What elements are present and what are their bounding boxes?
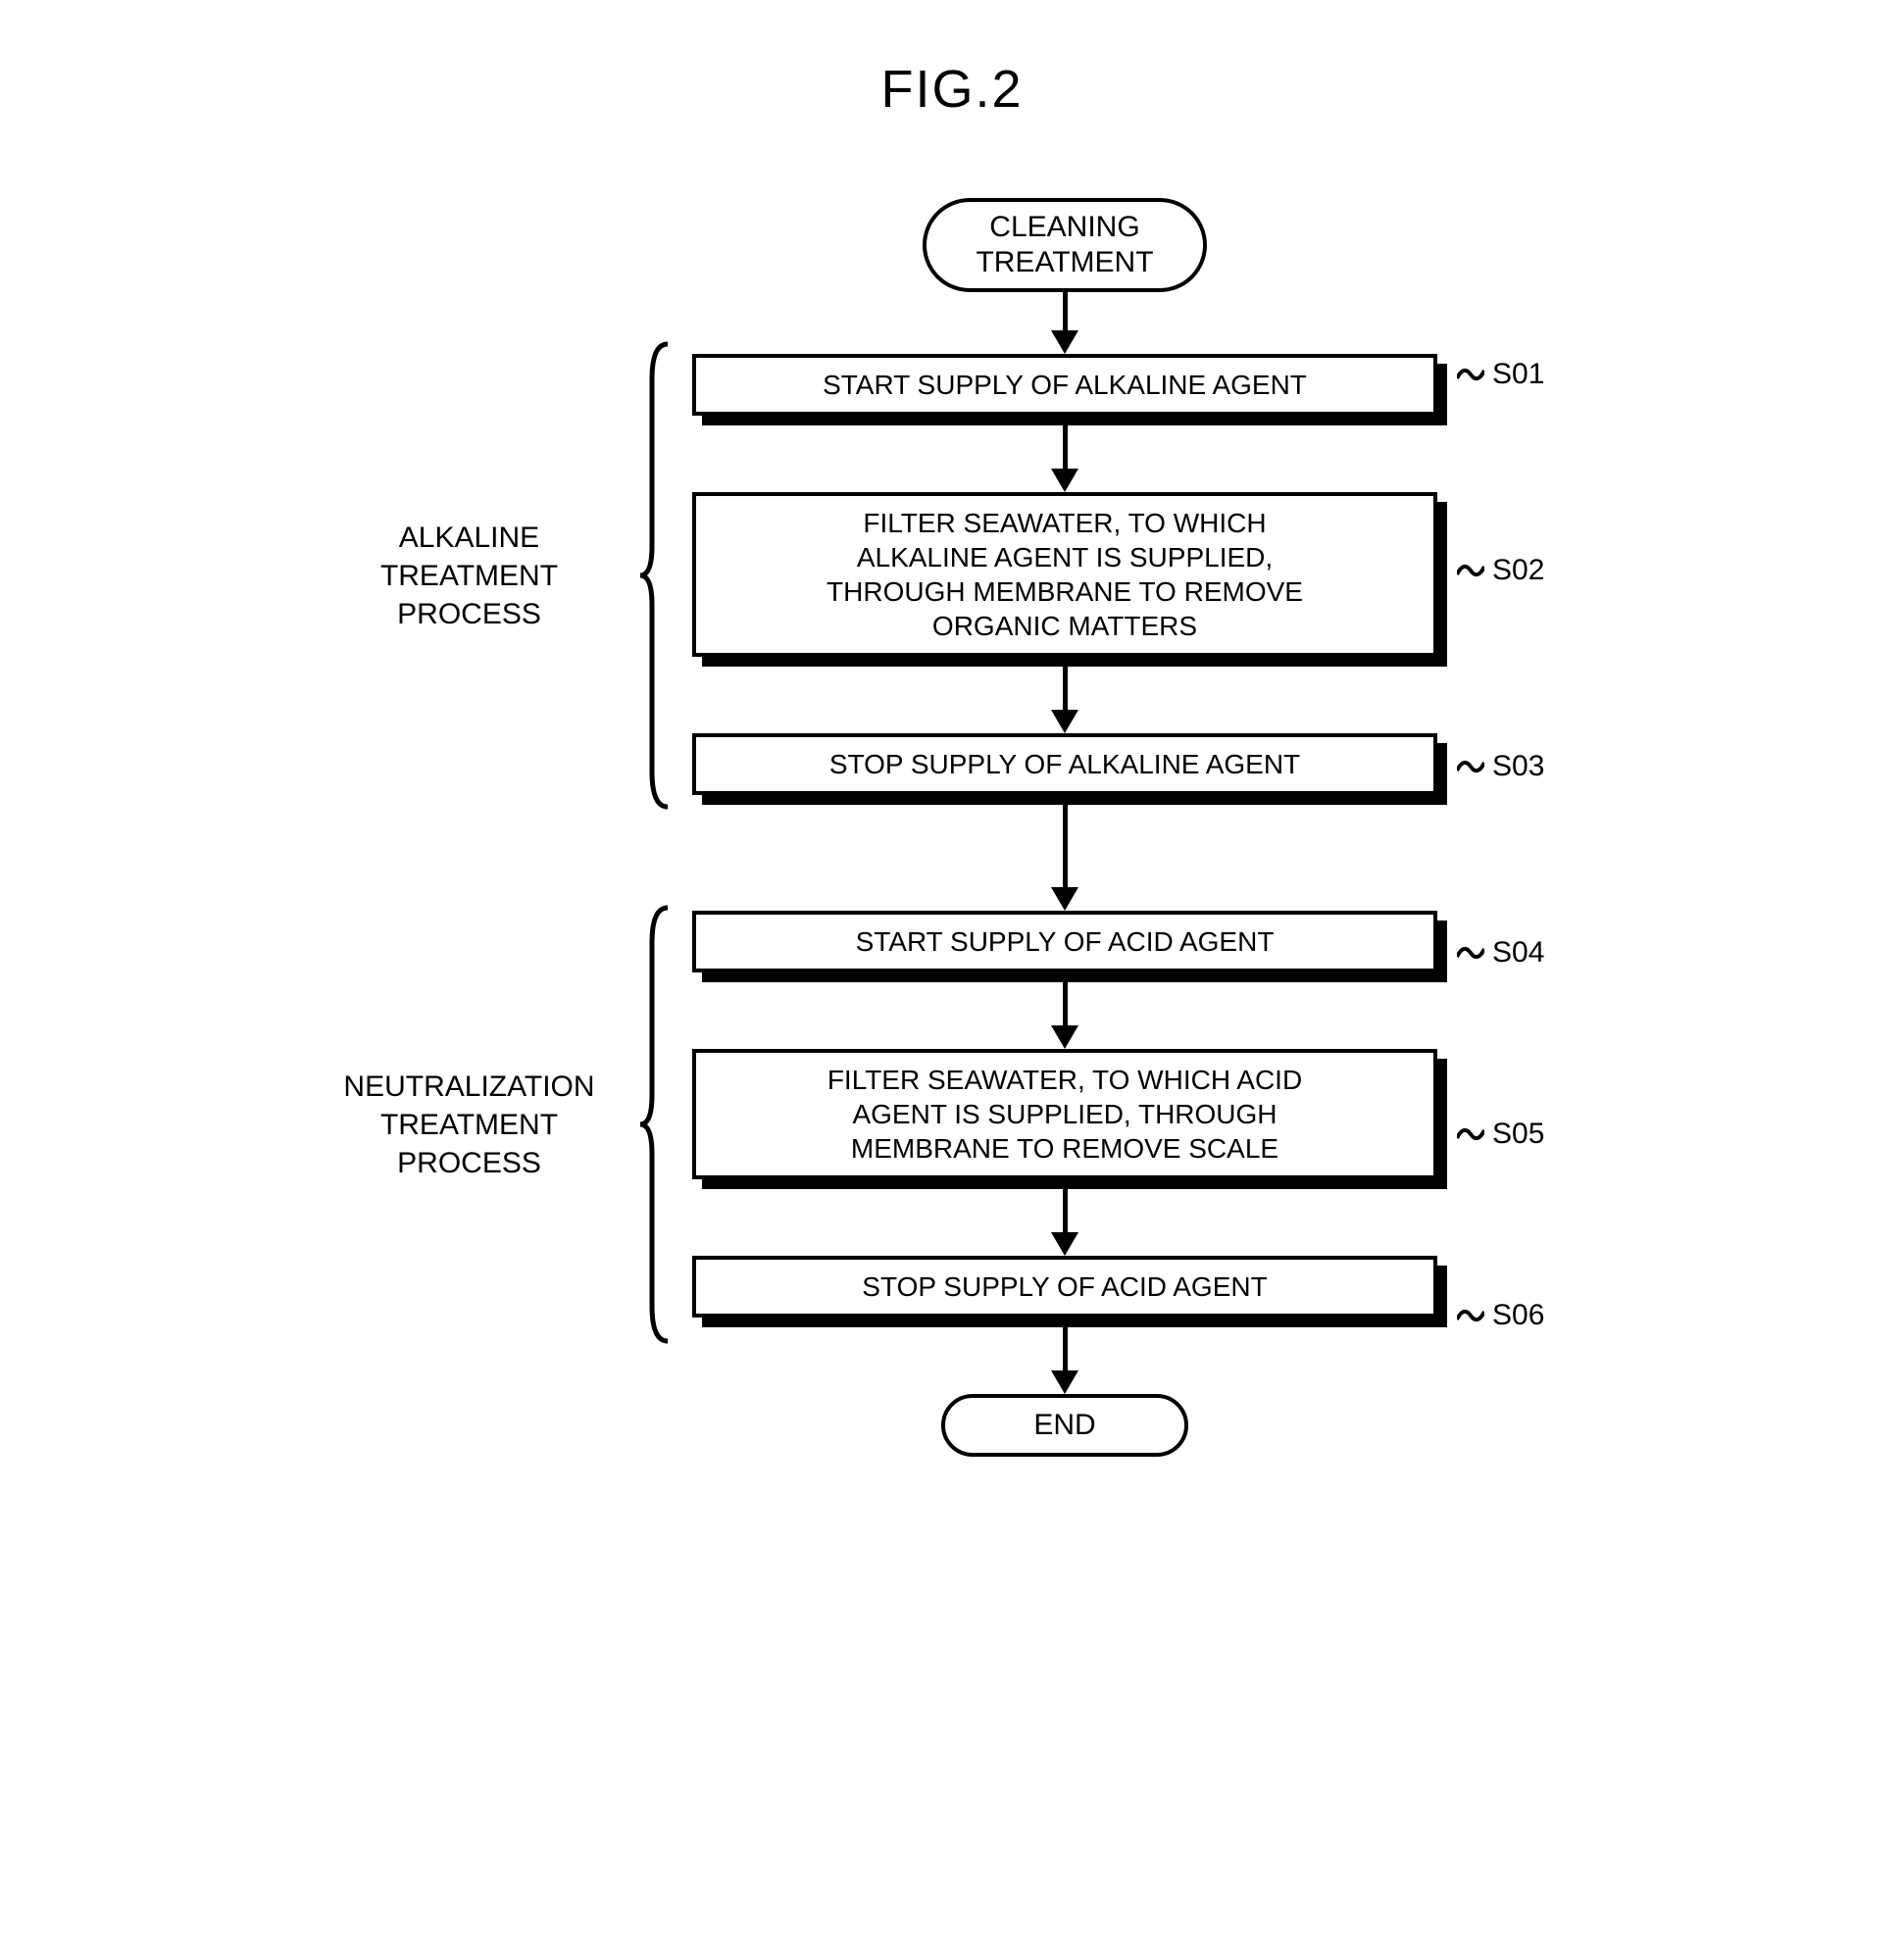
brace-icon bbox=[638, 340, 673, 811]
arrow-icon bbox=[1051, 972, 1078, 1049]
process-box: STOP SUPPLY OF ACID AGENT bbox=[692, 1256, 1437, 1318]
step-id-text: S03 bbox=[1492, 750, 1544, 783]
process-box: FILTER SEAWATER, TO WHICH ALKALINE AGENT… bbox=[692, 492, 1437, 657]
terminator-start: CLEANING TREATMENT bbox=[923, 198, 1206, 292]
step-id-text: S05 bbox=[1492, 1118, 1544, 1151]
arrow-icon bbox=[1051, 795, 1078, 911]
step-id-s05: S05 bbox=[1457, 1066, 1594, 1203]
process-step-s01: START SUPPLY OF ALKALINE AGENT bbox=[692, 354, 1437, 416]
process-step-s03: STOP SUPPLY OF ALKALINE AGENT bbox=[692, 733, 1437, 795]
arrow-icon bbox=[1051, 292, 1078, 354]
process-step-s04: START SUPPLY OF ACID AGENT bbox=[692, 911, 1437, 972]
process-box: FILTER SEAWATER, TO WHICH ACID AGENT IS … bbox=[692, 1049, 1437, 1179]
arrow-icon bbox=[1051, 1318, 1078, 1394]
process-box: STOP SUPPLY OF ALKALINE AGENT bbox=[692, 733, 1437, 795]
arrow-icon bbox=[1051, 416, 1078, 492]
connector-icon bbox=[1457, 1306, 1484, 1325]
step-id-text: S06 bbox=[1492, 1299, 1544, 1332]
connector-icon bbox=[1457, 561, 1484, 580]
step-id-s06: S06 bbox=[1457, 1281, 1594, 1350]
step-id-text: S04 bbox=[1492, 936, 1544, 970]
group-label-neutralization-text: NEUTRALIZATION TREATMENT PROCESS bbox=[310, 1068, 628, 1182]
connector-icon bbox=[1457, 943, 1484, 963]
step-id-s03: S03 bbox=[1457, 732, 1594, 801]
process-box: START SUPPLY OF ALKALINE AGENT bbox=[692, 354, 1437, 416]
step-id-s01: S01 bbox=[1457, 340, 1594, 409]
flowchart-center: CLEANING TREATMENT START SUPPLY OF ALKAL… bbox=[692, 198, 1437, 1457]
process-box: START SUPPLY OF ACID AGENT bbox=[692, 911, 1437, 972]
group-label-neutralization: NEUTRALIZATION TREATMENT PROCESS bbox=[310, 904, 673, 1345]
arrow-icon bbox=[1051, 1179, 1078, 1256]
step-id-s02: S02 bbox=[1457, 487, 1594, 654]
process-step-s02: FILTER SEAWATER, TO WHICH ALKALINE AGENT… bbox=[692, 492, 1437, 657]
terminator-end: END bbox=[941, 1394, 1187, 1457]
connector-icon bbox=[1457, 757, 1484, 776]
step-id-text: S01 bbox=[1492, 358, 1544, 391]
figure-title: FIG.2 bbox=[880, 59, 1023, 120]
step-id-s04: S04 bbox=[1457, 919, 1594, 987]
brace-icon bbox=[638, 904, 673, 1345]
group-label-alkaline-text: ALKALINE TREATMENT PROCESS bbox=[310, 519, 628, 633]
step-id-text: S02 bbox=[1492, 554, 1544, 587]
step-ids-column: S01 S02 S03 S04 S05 S06 bbox=[1457, 198, 1594, 1350]
process-step-s06: STOP SUPPLY OF ACID AGENT bbox=[692, 1256, 1437, 1318]
flowchart-container: ALKALINE TREATMENT PROCESS NEUTRALIZATIO… bbox=[310, 198, 1594, 1457]
group-label-alkaline: ALKALINE TREATMENT PROCESS bbox=[310, 340, 673, 811]
arrow-icon bbox=[1051, 657, 1078, 733]
connector-icon bbox=[1457, 365, 1484, 384]
connector-icon bbox=[1457, 1124, 1484, 1144]
group-labels-column: ALKALINE TREATMENT PROCESS NEUTRALIZATIO… bbox=[310, 198, 673, 1345]
process-step-s05: FILTER SEAWATER, TO WHICH ACID AGENT IS … bbox=[692, 1049, 1437, 1179]
